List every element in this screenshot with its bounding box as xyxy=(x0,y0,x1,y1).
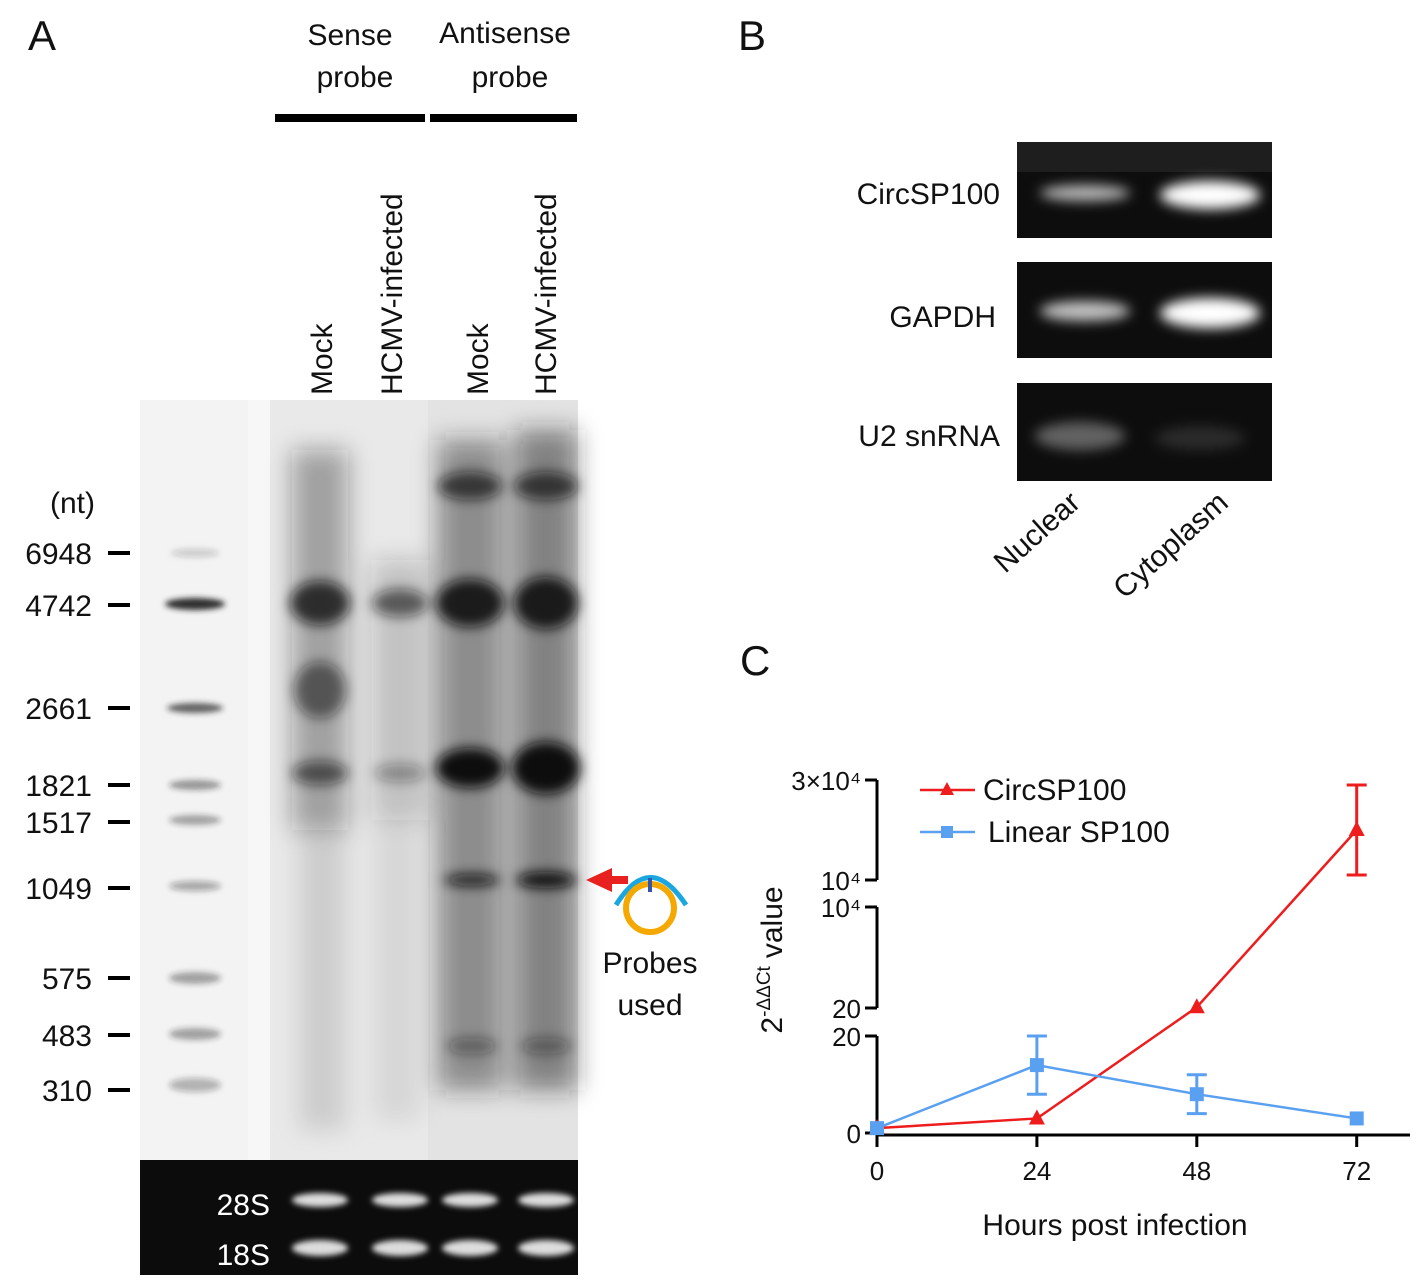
y-axis-title: 2-ΔΔCt value xyxy=(754,886,789,1033)
lane-label: Mock xyxy=(462,322,495,395)
panel-label: A xyxy=(28,12,56,59)
x-tick-label: 72 xyxy=(1342,1156,1371,1186)
probe-title: probe xyxy=(317,61,394,94)
lane-label: HCMV-infected xyxy=(376,193,409,395)
y-tick-label: 20 xyxy=(832,1022,861,1052)
lane-label: HCMV-infected xyxy=(530,193,563,395)
data-point xyxy=(1029,1058,1044,1073)
target-label: CircSP100 xyxy=(857,178,1000,211)
size-marker: 1049 xyxy=(25,873,92,906)
lane-label: Mock xyxy=(306,322,339,395)
size-marker: 1517 xyxy=(25,807,92,840)
rrna-label: 28S xyxy=(217,1189,270,1222)
legend-label: CircSP100 xyxy=(983,774,1126,807)
y-tick-label: 0 xyxy=(847,1119,861,1149)
panel-label: C xyxy=(740,637,770,684)
data-point xyxy=(870,1121,884,1136)
y-tick-label: 3×10⁴ xyxy=(791,766,861,796)
y-title-exponent: -ΔΔCt xyxy=(754,965,775,1016)
legend-marker xyxy=(940,782,954,795)
y-tick-label: 10⁴ xyxy=(821,893,861,923)
x-tick-label: 48 xyxy=(1182,1156,1211,1186)
rt-pcr-gels xyxy=(1017,142,1272,481)
rrna-gel xyxy=(140,1160,578,1275)
probe-title: Antisense xyxy=(439,17,571,50)
fraction-label: Nuclear xyxy=(988,486,1087,580)
probe-icon xyxy=(613,875,689,907)
target-label: GAPDH xyxy=(889,301,996,334)
size-unit: (nt) xyxy=(50,487,95,520)
probe-title: probe xyxy=(472,61,549,94)
data-point xyxy=(1188,998,1205,1014)
target-label: U2 snRNA xyxy=(858,420,1000,453)
panel-label: B xyxy=(738,12,766,59)
probe-title: Sense xyxy=(307,19,392,52)
group-bar xyxy=(275,114,425,122)
size-marker: 1821 xyxy=(25,770,92,803)
x-axis-title: Hours post infection xyxy=(982,1209,1247,1242)
legend-item: CircSP100 xyxy=(920,774,1126,807)
size-marker: 483 xyxy=(42,1020,92,1053)
series-line xyxy=(876,1063,1357,1130)
probe-note: Probes xyxy=(602,947,697,980)
size-marker: 2661 xyxy=(25,693,92,726)
data-point xyxy=(1349,1111,1364,1126)
size-marker: 6948 xyxy=(25,538,92,571)
x-tick-label: 24 xyxy=(1022,1156,1051,1186)
y-tick-label: 20 xyxy=(832,994,861,1024)
y-title-base: 2 xyxy=(756,1017,789,1034)
rrna-label: 18S xyxy=(217,1239,270,1272)
y-tick-label: 10⁴ xyxy=(821,866,861,896)
data-point xyxy=(1348,821,1365,836)
series-line xyxy=(876,829,1358,1130)
legend-label: Linear SP100 xyxy=(988,816,1170,849)
group-bar xyxy=(430,114,577,122)
junction-mark xyxy=(648,878,652,892)
size-markers xyxy=(108,551,130,1092)
size-marker: 310 xyxy=(42,1075,92,1108)
northern-blot xyxy=(140,400,580,1160)
rrna-bands xyxy=(292,1193,574,1256)
data-point xyxy=(1028,1109,1045,1125)
size-marker: 4742 xyxy=(25,590,92,623)
x-tick-label: 0 xyxy=(870,1156,884,1186)
probe-note: used xyxy=(617,989,682,1022)
legend-marker xyxy=(941,826,953,838)
legend-item: Linear SP100 xyxy=(920,816,1170,849)
size-marker: 575 xyxy=(42,963,92,996)
data-point xyxy=(1189,1087,1204,1102)
y-title-text: value xyxy=(756,886,789,958)
band-arrow xyxy=(586,868,628,892)
fraction-label: Cytoplasm xyxy=(1107,486,1234,605)
